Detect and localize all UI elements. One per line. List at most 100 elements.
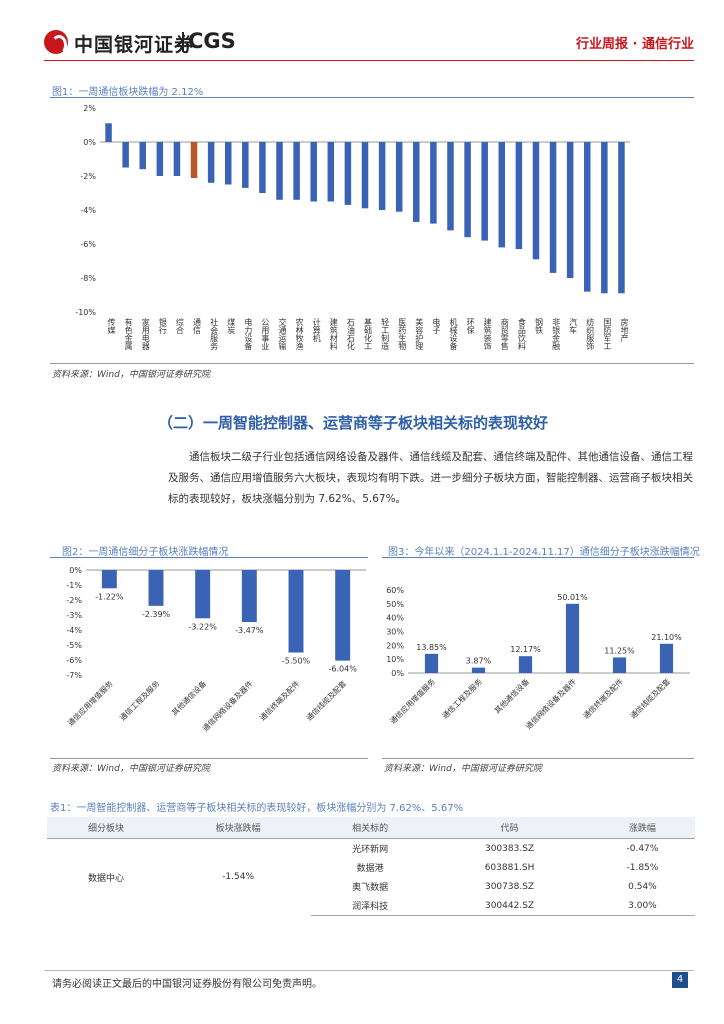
data-label: -3.22% bbox=[189, 622, 218, 631]
bar bbox=[549, 142, 557, 273]
data-label: -6.04% bbox=[329, 665, 358, 674]
bar bbox=[430, 142, 437, 224]
bar bbox=[101, 570, 117, 589]
x-tick-label: 通信工程及服务 bbox=[440, 676, 485, 721]
x-tick-label: 煤炭 bbox=[227, 317, 236, 335]
x-tick-label: 电力设备 bbox=[244, 317, 253, 351]
y-tick-label: 50% bbox=[386, 600, 404, 609]
page-number: 4 bbox=[672, 972, 688, 988]
x-tick-label: 银行 bbox=[158, 317, 167, 335]
figure2-chart: 0% -1% -2% -3% -4% -5% -6% -7% -1.22% 通信应用增值服务 -2.… bbox=[65, 566, 366, 733]
x-tick-label: 电子 bbox=[432, 317, 441, 334]
bar bbox=[122, 142, 129, 168]
bar bbox=[395, 142, 403, 212]
x-tick-label: 通信工程及服务 bbox=[117, 678, 162, 723]
x-tick-label: 通信终端及配件 bbox=[257, 678, 302, 723]
x-tick-label: 通信线缆及配套 bbox=[304, 678, 349, 723]
stock-name: 润泽科技 bbox=[311, 896, 430, 916]
table-header-cell: 代码 bbox=[429, 817, 590, 839]
section-title: （二）一周智能控制器、运营商等子板块相关标的表现较好 bbox=[158, 414, 549, 432]
stock-change: -1.85% bbox=[626, 862, 659, 873]
bar bbox=[156, 142, 164, 176]
bar bbox=[190, 142, 198, 179]
y-tick-label: -6% bbox=[66, 656, 82, 665]
figure1-rule bbox=[50, 97, 694, 98]
bar bbox=[618, 142, 625, 294]
stock-change: 3.00% bbox=[589, 896, 695, 916]
stock-code: 300383.SZ bbox=[484, 843, 535, 854]
bar bbox=[498, 142, 506, 248]
table-row: 数据中心 -1.54% 光环新网 300383.SZ -0.47% bbox=[47, 839, 695, 884]
x-tick-label: 轻工制造 bbox=[381, 317, 390, 351]
bar bbox=[481, 142, 488, 241]
bar bbox=[659, 643, 674, 673]
stock-name: 光环新网 bbox=[352, 845, 389, 855]
header-divider bbox=[44, 60, 694, 61]
figure3-title: 图3：今年以来（2024.1.1-2024.11.17）通信细分子板块涨跌幅情况 bbox=[388, 547, 700, 558]
bar bbox=[139, 142, 146, 170]
company-logo-icon bbox=[44, 30, 68, 55]
bar bbox=[424, 653, 439, 673]
x-tick-label: 汽车 bbox=[569, 317, 578, 335]
data-label: 21.10% bbox=[651, 633, 682, 642]
x-tick-label: 纺织服饰 bbox=[586, 317, 595, 351]
y-tick-label: -5% bbox=[66, 641, 82, 650]
table-header-cell: 相关标的 bbox=[311, 817, 430, 839]
bar bbox=[344, 142, 352, 205]
bar bbox=[242, 142, 249, 188]
bar bbox=[566, 142, 574, 278]
x-tick-label: 商贸零售 bbox=[500, 317, 509, 351]
bar bbox=[515, 142, 523, 250]
x-tick-label: 食品饮料 bbox=[517, 317, 526, 351]
bar bbox=[259, 142, 266, 193]
x-tick-label: 有色金属 bbox=[124, 317, 133, 351]
data-label: 13.85% bbox=[416, 643, 447, 652]
footer-divider bbox=[44, 970, 694, 971]
y-tick-label: -4% bbox=[66, 626, 82, 635]
bar bbox=[378, 142, 386, 210]
y-tick-label: -2% bbox=[80, 172, 96, 181]
x-tick-label: 钢铁 bbox=[534, 317, 543, 335]
y-tick-label: -8% bbox=[80, 274, 96, 283]
table-header-cell: 细分板块 bbox=[47, 817, 166, 839]
x-tick-label: 公用事业 bbox=[261, 318, 270, 350]
bar bbox=[327, 142, 335, 202]
sector-change: -1.54% bbox=[222, 872, 255, 883]
stock-code: 603881.SH bbox=[484, 862, 535, 873]
bar bbox=[464, 142, 471, 238]
stock-name: 奥飞数据 bbox=[352, 883, 389, 893]
bar bbox=[207, 142, 215, 183]
figure2-source-line bbox=[50, 758, 368, 759]
x-tick-label: 交通运输 bbox=[278, 317, 287, 351]
y-tick-label: 30% bbox=[386, 628, 404, 637]
stock-change: 0.54% bbox=[628, 881, 657, 892]
bar bbox=[293, 142, 300, 200]
data-label: -3.47% bbox=[235, 626, 264, 635]
x-tick-label: 建筑材料 bbox=[329, 317, 338, 351]
bar bbox=[276, 142, 283, 200]
bar bbox=[471, 667, 486, 673]
x-tick-label: 通信线缆及配套 bbox=[628, 676, 673, 721]
x-tick-label: 通信应用增值服务 bbox=[387, 676, 437, 726]
x-tick-label: 房地产 bbox=[620, 317, 629, 343]
data-label: -5.50% bbox=[282, 657, 311, 666]
table1-title: 表1：一周智能控制器、运营商等子板块相关标的表现较好，板块涨幅分别为 7.62%… bbox=[50, 803, 464, 814]
sector-name: 数据中心 bbox=[88, 873, 125, 884]
table-row: 数据港 603881.SH -1.85% bbox=[47, 858, 695, 877]
y-tick-label: 60% bbox=[386, 586, 404, 595]
bar bbox=[361, 142, 369, 209]
y-tick-label: -7% bbox=[66, 671, 82, 680]
figure1-source-line bbox=[50, 363, 694, 364]
x-tick-label: 非银金融 bbox=[552, 317, 561, 351]
x-tick-label: 石油石化 bbox=[346, 318, 355, 351]
bar bbox=[601, 142, 608, 294]
x-tick-label: 其他通信设备 bbox=[169, 678, 208, 717]
bar bbox=[173, 142, 181, 176]
bar bbox=[612, 657, 627, 673]
x-tick-label: 通信网络设备及器件 bbox=[200, 678, 255, 733]
x-tick-label: 通信 bbox=[193, 317, 202, 335]
data-label: 12.17% bbox=[510, 645, 541, 654]
bar bbox=[195, 570, 211, 619]
x-tick-label: 国防军工 bbox=[603, 318, 612, 350]
x-tick-label: 计算机 bbox=[312, 317, 321, 343]
